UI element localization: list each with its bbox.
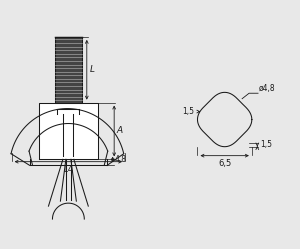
Text: 1,5: 1,5 — [260, 140, 272, 149]
Text: A: A — [117, 126, 123, 135]
Text: ø4,8: ø4,8 — [259, 84, 275, 93]
Text: 6,5: 6,5 — [218, 159, 231, 168]
Text: 14: 14 — [63, 165, 74, 174]
Text: L: L — [89, 65, 94, 74]
Text: 4,8: 4,8 — [115, 155, 127, 164]
Polygon shape — [55, 37, 82, 103]
Text: 1,5: 1,5 — [182, 107, 194, 116]
Polygon shape — [38, 103, 98, 159]
